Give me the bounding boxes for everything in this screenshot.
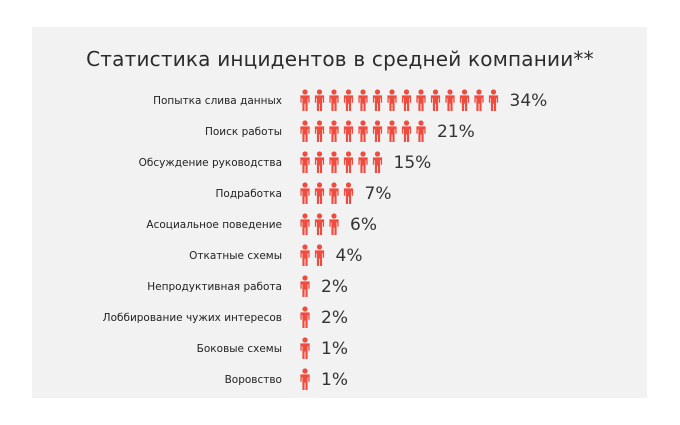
value-label: 7%: [365, 184, 392, 204]
value-label: 15%: [394, 153, 432, 173]
person-icon: [474, 89, 484, 111]
category-label: Откатные схемы: [189, 250, 282, 262]
value-label: 34%: [510, 91, 548, 111]
person-icon: [329, 89, 339, 111]
person-icon: [300, 368, 310, 390]
person-icon: [329, 120, 339, 142]
category-label: Воровство: [225, 374, 282, 386]
person-icon: [300, 275, 310, 297]
person-icon: [387, 89, 397, 111]
person-icon: [300, 306, 310, 328]
person-icon: [416, 89, 426, 111]
person-icon: [459, 89, 470, 111]
category-label: Непродуктивная работа: [147, 281, 282, 293]
person-icon: [314, 213, 325, 235]
person-icon: [314, 182, 325, 204]
person-icon: [329, 182, 339, 204]
person-icon: [401, 120, 412, 142]
person-icon: [300, 120, 310, 142]
category-label: Поиск работы: [205, 126, 282, 138]
person-icon: [488, 89, 499, 111]
category-label: Боковые схемы: [197, 343, 282, 355]
person-icon: [314, 120, 325, 142]
person-icon: [329, 213, 339, 235]
person-icon: [372, 89, 383, 111]
category-label: Асоциальное поведение: [146, 219, 282, 231]
category-label: Попытка слива данных: [153, 95, 282, 107]
value-label: 2%: [321, 277, 348, 297]
value-label: 1%: [321, 339, 348, 359]
person-icon: [445, 89, 455, 111]
person-icon: [300, 182, 310, 204]
person-icon: [401, 89, 412, 111]
value-label: 1%: [321, 370, 348, 390]
value-label: 21%: [437, 122, 475, 142]
person-icon: [300, 244, 310, 266]
person-icon: [416, 120, 426, 142]
person-icon: [314, 151, 325, 173]
person-icon: [372, 120, 383, 142]
person-icon: [314, 89, 325, 111]
person-icon: [372, 151, 383, 173]
person-icon: [358, 89, 368, 111]
person-icon: [358, 151, 368, 173]
person-icon: [300, 89, 310, 111]
category-label: Лоббирование чужих интересов: [103, 312, 282, 324]
value-label: 4%: [336, 246, 363, 266]
person-icon: [343, 120, 354, 142]
chart-panel: [32, 27, 647, 398]
person-icon: [358, 120, 368, 142]
person-icon: [314, 244, 325, 266]
value-label: 6%: [350, 215, 377, 235]
category-label: Обсуждение руководства: [139, 157, 282, 169]
person-icon: [343, 89, 354, 111]
person-icon: [300, 151, 310, 173]
person-icon: [343, 151, 354, 173]
person-icon: [343, 182, 354, 204]
person-icon: [300, 213, 310, 235]
chart-title: Статистика инцидентов в средней компании…: [86, 47, 594, 71]
person-icon: [329, 151, 339, 173]
category-label: Подработка: [216, 188, 282, 200]
person-icon: [387, 120, 397, 142]
person-icon: [300, 337, 310, 359]
value-label: 2%: [321, 308, 348, 328]
person-icon: [430, 89, 441, 111]
